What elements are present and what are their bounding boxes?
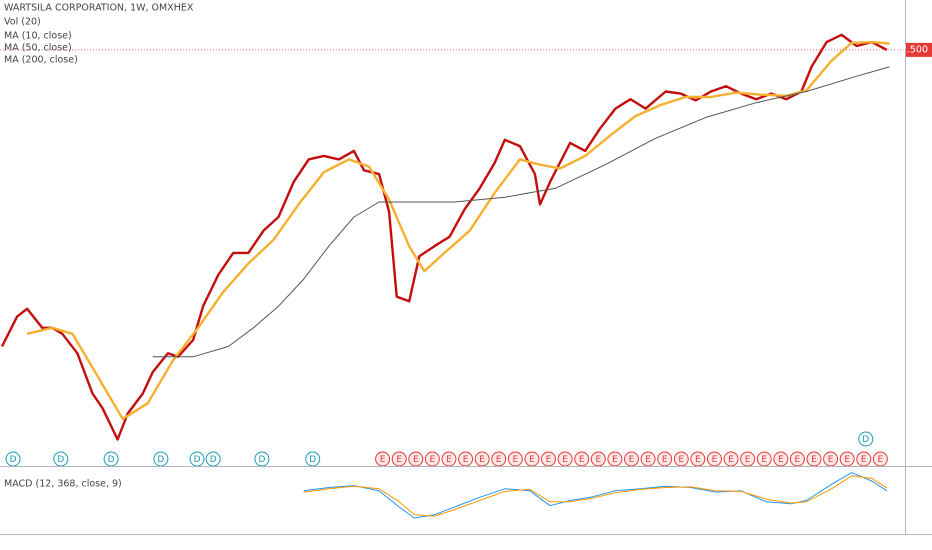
- earnings-label: E: [579, 455, 585, 465]
- earnings-label: E: [844, 455, 850, 465]
- series-line: [303, 475, 888, 517]
- legend-entry: MA (200, close): [4, 55, 78, 66]
- last-price-label: 17.500: [895, 44, 928, 55]
- earnings-label: E: [380, 455, 386, 465]
- plot: E E E E E E E E E E E E E E E E E E E E E E E E E E E E E E ED D D D D D D DD: [0, 33, 905, 519]
- earnings-label: E: [612, 455, 618, 465]
- earnings-label: E: [878, 455, 884, 465]
- earnings-label: E: [678, 455, 684, 465]
- earnings-label: E: [496, 455, 502, 465]
- earnings-label: E: [811, 455, 817, 465]
- dividends-label: D: [108, 455, 115, 465]
- earnings-label: E: [645, 455, 651, 465]
- earnings-label: E: [662, 455, 668, 465]
- earnings-label: E: [463, 455, 469, 465]
- dividends-label: D: [210, 455, 217, 465]
- series-line: [26, 40, 890, 421]
- axes: 17.500: [895, 42, 932, 57]
- macd-title: MACD (12, 368, close, 9): [4, 479, 122, 490]
- chart-title: WARTSILA CORPORATION, 1W, OMXHEX: [4, 3, 194, 14]
- series-line: [303, 472, 888, 519]
- dividends-label: D: [194, 455, 201, 465]
- volume-legend: Vol (20): [4, 17, 41, 28]
- earnings-label: E: [828, 455, 834, 465]
- earnings-label: E: [629, 455, 635, 465]
- dividends-label: D: [862, 435, 869, 445]
- legend-entry: MA (10, close): [4, 31, 72, 42]
- earnings-label: E: [761, 455, 767, 465]
- series-line: [0, 33, 888, 441]
- earnings-label: E: [695, 455, 701, 465]
- dividends-label: D: [10, 455, 17, 465]
- earnings-label: E: [861, 455, 867, 465]
- dividends-marker: [858, 431, 874, 447]
- dividends-label: D: [157, 455, 164, 465]
- earnings-label: E: [446, 455, 452, 465]
- earnings-label: E: [479, 455, 485, 465]
- earnings-label: E: [396, 455, 402, 465]
- earnings-label: E: [413, 455, 419, 465]
- earnings-label: E: [595, 455, 601, 465]
- earnings-label: E: [728, 455, 734, 465]
- earnings-label: E: [795, 455, 801, 465]
- series-line: [152, 66, 890, 358]
- legend-entry: MA (50, close): [4, 43, 72, 54]
- earnings-label: E: [745, 455, 751, 465]
- earnings-label: E: [529, 455, 535, 465]
- earnings-label: E: [562, 455, 568, 465]
- earnings-label: E: [712, 455, 718, 465]
- dividends-label: D: [258, 455, 265, 465]
- earnings-label: E: [430, 455, 436, 465]
- earnings-label: E: [546, 455, 552, 465]
- dividends-label: D: [309, 455, 316, 465]
- dividends-label: D: [57, 455, 64, 465]
- earnings-label: E: [512, 455, 518, 465]
- earnings-label: E: [778, 455, 784, 465]
- last-price-box: [906, 42, 932, 57]
